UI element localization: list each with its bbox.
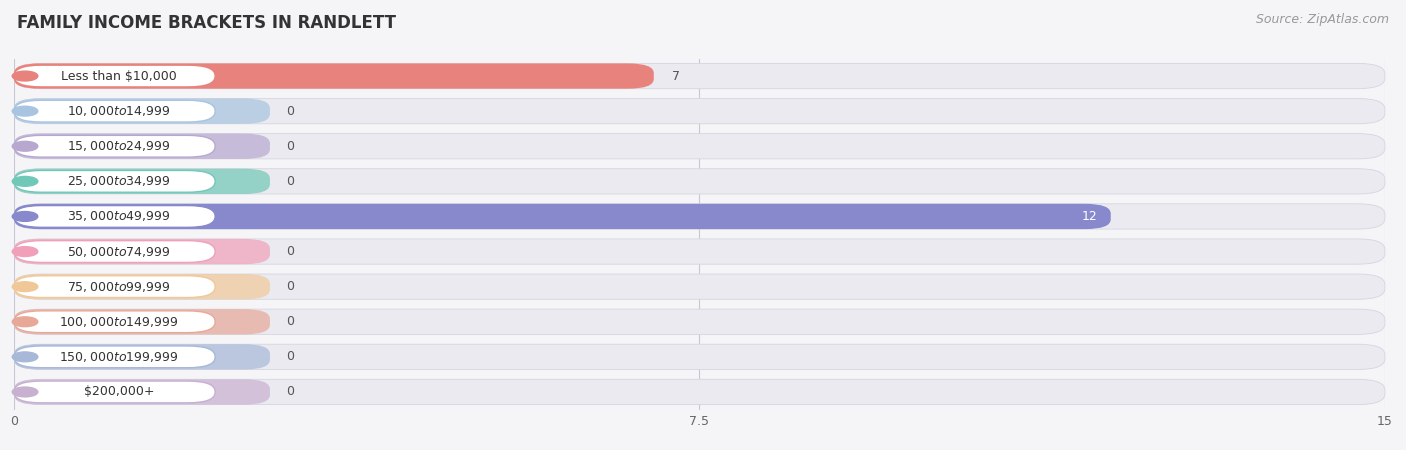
Text: $25,000 to $34,999: $25,000 to $34,999	[67, 174, 172, 189]
Text: $100,000 to $149,999: $100,000 to $149,999	[59, 315, 179, 329]
FancyBboxPatch shape	[14, 169, 1385, 194]
FancyBboxPatch shape	[14, 63, 1385, 89]
Text: 0: 0	[287, 175, 294, 188]
Text: FAMILY INCOME BRACKETS IN RANDLETT: FAMILY INCOME BRACKETS IN RANDLETT	[17, 14, 396, 32]
Text: $200,000+: $200,000+	[84, 386, 155, 398]
Circle shape	[13, 212, 38, 221]
FancyBboxPatch shape	[14, 99, 270, 124]
FancyBboxPatch shape	[14, 344, 1385, 369]
Text: 0: 0	[287, 245, 294, 258]
Text: Source: ZipAtlas.com: Source: ZipAtlas.com	[1256, 14, 1389, 27]
FancyBboxPatch shape	[14, 204, 1111, 229]
Circle shape	[13, 282, 38, 292]
FancyBboxPatch shape	[14, 309, 270, 334]
Text: $75,000 to $99,999: $75,000 to $99,999	[67, 279, 172, 294]
Text: 0: 0	[287, 386, 294, 398]
Text: 0: 0	[287, 351, 294, 363]
Text: $50,000 to $74,999: $50,000 to $74,999	[67, 244, 172, 259]
Circle shape	[13, 317, 38, 327]
Text: $150,000 to $199,999: $150,000 to $199,999	[59, 350, 179, 364]
Text: 0: 0	[287, 315, 294, 328]
Circle shape	[13, 176, 38, 186]
Circle shape	[13, 71, 38, 81]
FancyBboxPatch shape	[14, 100, 215, 122]
Text: 0: 0	[287, 280, 294, 293]
FancyBboxPatch shape	[14, 311, 215, 333]
Circle shape	[13, 352, 38, 362]
Circle shape	[13, 247, 38, 256]
FancyBboxPatch shape	[14, 206, 215, 227]
FancyBboxPatch shape	[14, 274, 270, 299]
FancyBboxPatch shape	[14, 239, 1385, 264]
FancyBboxPatch shape	[14, 134, 270, 159]
FancyBboxPatch shape	[14, 381, 215, 403]
FancyBboxPatch shape	[14, 309, 1385, 334]
Text: 12: 12	[1081, 210, 1097, 223]
FancyBboxPatch shape	[14, 241, 215, 262]
FancyBboxPatch shape	[14, 346, 215, 368]
Text: 0: 0	[287, 105, 294, 117]
Circle shape	[13, 387, 38, 397]
Text: Less than $10,000: Less than $10,000	[62, 70, 177, 82]
Circle shape	[13, 106, 38, 116]
FancyBboxPatch shape	[14, 276, 215, 297]
Text: 7: 7	[672, 70, 681, 82]
FancyBboxPatch shape	[14, 63, 654, 89]
FancyBboxPatch shape	[14, 171, 215, 192]
FancyBboxPatch shape	[14, 239, 270, 264]
Text: $35,000 to $49,999: $35,000 to $49,999	[67, 209, 172, 224]
Text: $10,000 to $14,999: $10,000 to $14,999	[67, 104, 172, 118]
Text: 0: 0	[287, 140, 294, 153]
FancyBboxPatch shape	[14, 379, 1385, 405]
FancyBboxPatch shape	[14, 204, 1385, 229]
FancyBboxPatch shape	[14, 65, 215, 87]
Text: $15,000 to $24,999: $15,000 to $24,999	[67, 139, 172, 153]
FancyBboxPatch shape	[14, 135, 215, 157]
FancyBboxPatch shape	[14, 379, 270, 405]
FancyBboxPatch shape	[14, 169, 270, 194]
FancyBboxPatch shape	[14, 99, 1385, 124]
FancyBboxPatch shape	[14, 274, 1385, 299]
FancyBboxPatch shape	[14, 134, 1385, 159]
Circle shape	[13, 141, 38, 151]
FancyBboxPatch shape	[14, 344, 270, 369]
